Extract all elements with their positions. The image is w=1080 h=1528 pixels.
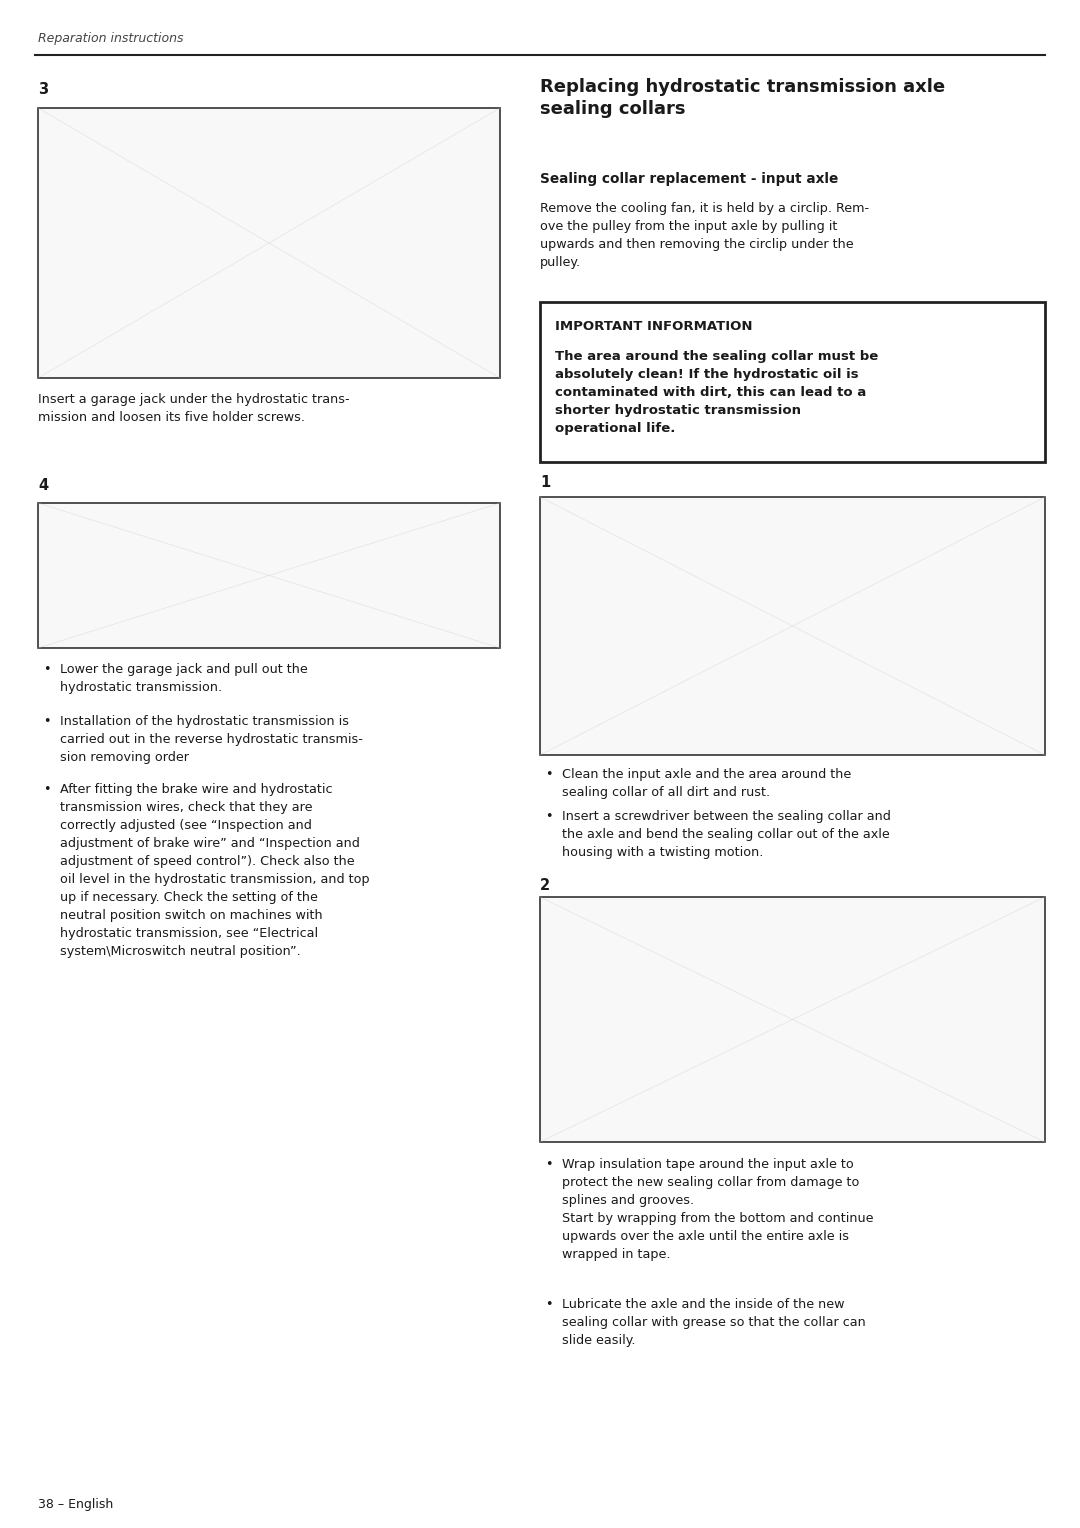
Text: Sealing collar replacement - input axle: Sealing collar replacement - input axle [540,173,838,186]
Text: •: • [43,663,51,675]
Text: Replacing hydrostatic transmission axle
sealing collars: Replacing hydrostatic transmission axle … [540,78,945,118]
Text: •: • [545,1297,553,1311]
Text: Reparation instructions: Reparation instructions [38,32,184,44]
Text: Installation of the hydrostatic transmission is
carried out in the reverse hydro: Installation of the hydrostatic transmis… [60,715,363,764]
Text: 3: 3 [38,83,49,96]
Bar [540,497,1045,755]
Text: 2: 2 [540,879,550,892]
Text: Lubricate the axle and the inside of the new
sealing collar with grease so that : Lubricate the axle and the inside of the… [562,1297,866,1348]
Text: Clean the input axle and the area around the
sealing collar of all dirt and rust: Clean the input axle and the area around… [562,769,851,799]
Text: 1: 1 [540,475,550,490]
Text: The area around the sealing collar must be
absolutely clean! If the hydrostatic : The area around the sealing collar must … [555,350,878,435]
Bar [38,108,500,377]
Bar [540,303,1045,461]
Text: After fitting the brake wire and hydrostatic
transmission wires, check that they: After fitting the brake wire and hydrost… [60,782,369,958]
Text: Remove the cooling fan, it is held by a circlip. Rem-
ove the pulley from the in: Remove the cooling fan, it is held by a … [540,202,869,269]
Text: •: • [545,810,553,824]
Text: IMPORTANT INFORMATION: IMPORTANT INFORMATION [555,319,753,333]
Text: Wrap insulation tape around the input axle to
protect the new sealing collar fro: Wrap insulation tape around the input ax… [562,1158,874,1261]
Text: •: • [545,1158,553,1170]
Text: 4: 4 [38,478,49,494]
Text: •: • [43,782,51,796]
Text: •: • [545,769,553,781]
Bar [540,897,1045,1141]
Bar [38,503,500,648]
Text: Insert a screwdriver between the sealing collar and
the axle and bend the sealin: Insert a screwdriver between the sealing… [562,810,891,859]
Text: Insert a garage jack under the hydrostatic trans-
mission and loosen its five ho: Insert a garage jack under the hydrostat… [38,393,350,423]
Text: •: • [43,715,51,727]
Text: 38 – English: 38 – English [38,1497,113,1511]
Text: Lower the garage jack and pull out the
hydrostatic transmission.: Lower the garage jack and pull out the h… [60,663,308,694]
